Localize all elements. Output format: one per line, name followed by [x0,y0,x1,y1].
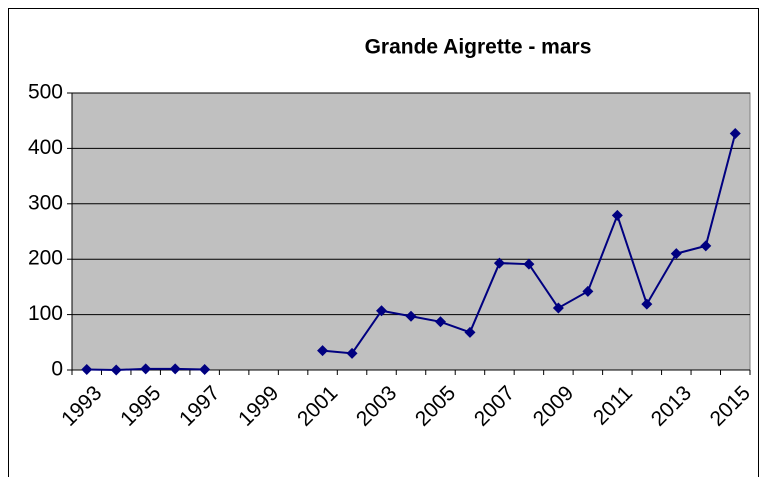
point-marker [552,302,564,314]
point-marker [434,316,446,328]
y-tick-label: 500 [28,81,63,104]
point-marker [81,363,93,375]
plot-area [71,92,751,371]
point-marker [641,298,653,310]
point-marker [464,326,476,338]
y-tick-label: 0 [51,358,63,381]
point-marker [110,364,122,376]
point-marker [611,209,623,221]
point-marker [405,310,417,322]
point-marker [670,248,682,260]
point-marker [199,363,211,375]
point-marker [317,345,329,357]
chart-title: Grande Aigrette - mars [365,36,592,59]
point-marker [140,363,152,375]
point-marker [729,127,741,139]
y-tick-label: 200 [28,247,63,270]
y-tick-label: 400 [28,136,63,159]
point-marker [700,240,712,252]
y-tick-label: 100 [28,302,63,325]
point-marker [346,347,358,359]
point-marker [493,257,505,269]
point-marker [523,258,535,270]
point-marker [582,285,594,297]
point-marker [169,363,181,375]
y-tick-label: 300 [28,191,63,214]
point-marker [376,305,388,317]
